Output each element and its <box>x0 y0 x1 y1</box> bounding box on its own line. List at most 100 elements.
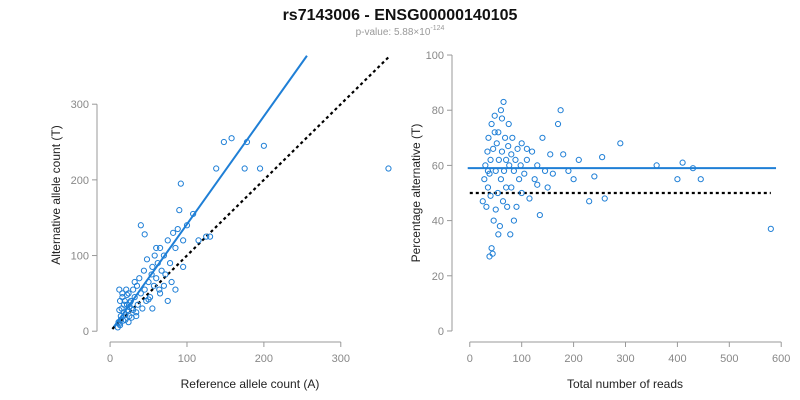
point <box>503 184 510 191</box>
point <box>494 189 501 197</box>
point <box>195 237 202 244</box>
point <box>505 142 512 150</box>
x-tick-label: 500 <box>720 353 738 365</box>
point <box>495 129 502 136</box>
point <box>134 301 141 308</box>
point <box>487 192 494 199</box>
point <box>164 297 171 305</box>
point <box>190 210 197 218</box>
point <box>500 98 507 106</box>
point <box>156 244 164 252</box>
point <box>498 115 506 122</box>
point <box>586 198 593 205</box>
point <box>518 140 525 147</box>
point <box>160 252 168 259</box>
point <box>493 140 500 147</box>
point <box>177 180 184 187</box>
y-tick-label: 100 <box>426 50 444 62</box>
point <box>507 231 514 238</box>
point <box>491 112 498 119</box>
point <box>544 184 551 191</box>
point <box>156 290 164 297</box>
point <box>153 244 160 252</box>
title: rs7143006 - ENSG00000140105 <box>283 7 518 24</box>
y-tick-label: 300 <box>71 99 89 111</box>
point <box>137 222 144 229</box>
point <box>145 278 152 286</box>
point <box>154 260 161 267</box>
point <box>137 290 144 297</box>
point <box>125 319 132 326</box>
point <box>512 156 519 163</box>
point <box>541 167 549 175</box>
point <box>674 176 681 183</box>
point <box>528 148 536 155</box>
point <box>180 237 187 244</box>
point <box>488 120 495 128</box>
point <box>487 156 494 163</box>
point <box>484 184 492 191</box>
point <box>213 165 220 172</box>
point <box>479 198 486 205</box>
point <box>497 176 505 183</box>
x-axis-label: Reference allele count (A) <box>181 377 320 391</box>
point <box>488 245 495 252</box>
point <box>499 198 507 205</box>
subtitle: p-value: 5.88×10-124 <box>356 25 445 38</box>
point <box>679 159 686 166</box>
point <box>510 167 518 175</box>
point <box>521 170 528 177</box>
point <box>513 203 520 210</box>
point <box>243 138 251 146</box>
point <box>617 140 624 147</box>
point <box>140 267 148 274</box>
point <box>496 223 503 230</box>
point <box>206 233 214 240</box>
x-tick-label: 200 <box>564 353 582 365</box>
y-tick-label: 80 <box>432 105 444 117</box>
point <box>160 282 168 289</box>
point <box>485 134 492 141</box>
point <box>126 303 133 311</box>
point <box>145 296 152 303</box>
point <box>484 167 492 175</box>
point <box>220 138 227 146</box>
point <box>172 244 179 252</box>
point <box>534 162 541 169</box>
point <box>554 120 562 128</box>
fit-line <box>111 55 308 330</box>
x-tick-label: 300 <box>332 353 350 365</box>
point <box>767 225 774 232</box>
point <box>523 145 530 152</box>
point <box>482 162 489 169</box>
point <box>141 231 148 238</box>
point <box>500 167 508 175</box>
point <box>492 206 499 213</box>
point <box>497 107 505 114</box>
point <box>148 271 155 278</box>
point <box>506 162 513 169</box>
point <box>483 203 490 210</box>
y-axis-label: Percentage alternative (T) <box>409 124 423 263</box>
x-axis-label: Total number of reads <box>567 377 683 391</box>
point <box>531 176 538 183</box>
y-tick-label: 0 <box>438 326 444 338</box>
point <box>180 263 187 270</box>
point <box>601 195 608 202</box>
x-tick-label: 0 <box>107 353 113 365</box>
subtitle-prefix: p-value: 5.88×10 <box>356 27 431 38</box>
point <box>203 233 210 240</box>
point <box>162 271 169 278</box>
point <box>260 142 267 149</box>
point <box>158 267 165 274</box>
point <box>256 165 264 172</box>
point <box>570 176 577 183</box>
y-tick-label: 40 <box>432 216 444 228</box>
point <box>121 297 128 305</box>
point <box>120 301 128 308</box>
x-tick-label: 300 <box>616 353 634 365</box>
y-tick-label: 200 <box>71 175 89 187</box>
point <box>517 162 524 169</box>
x-tick-label: 200 <box>255 353 273 365</box>
